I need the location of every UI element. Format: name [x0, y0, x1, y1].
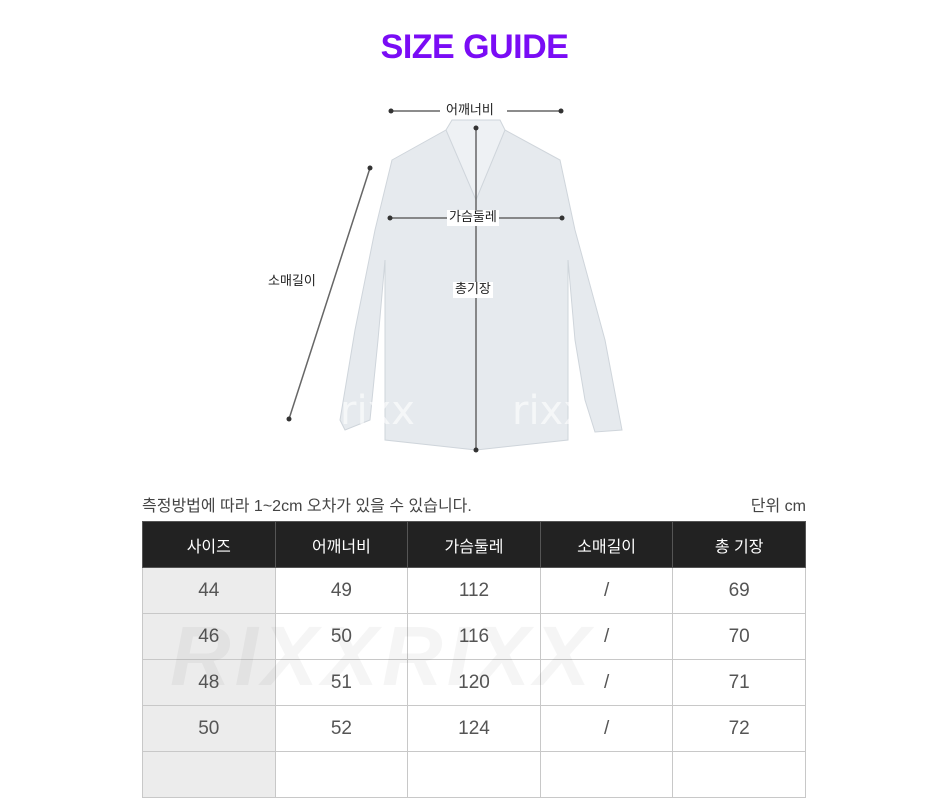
table-cell — [407, 751, 541, 798]
watermark-right: rixx — [512, 388, 587, 434]
table-cell: / — [539, 705, 674, 752]
table-row: 44 49 112/69 — [142, 567, 806, 614]
header-length: 총 기장 — [672, 521, 806, 568]
table-cell: 50 — [142, 705, 276, 752]
table-cell: / — [539, 613, 674, 660]
measurement-note: 측정방법에 따라 1~2cm 오차가 있을 수 있습니다. — [142, 498, 472, 515]
table-cell: 46 — [142, 613, 276, 660]
table-cell — [672, 751, 806, 798]
header-shoulder: 어깨너비 — [274, 521, 409, 568]
table-row: 48 51 120/71 — [142, 659, 806, 706]
length-label: 총기장 — [453, 282, 493, 298]
table-cell: 124 — [407, 705, 541, 752]
table-cell: 116 — [407, 613, 541, 660]
table-cell — [274, 751, 409, 798]
size-table: 사이즈 어깨너비 가슴둘레 소매길이 총 기장 44 49 112/69 46 50 11… — [142, 521, 806, 798]
chest-label: 가슴둘레 — [447, 210, 499, 226]
table-cell: 52 — [274, 705, 409, 752]
sleeve-label: 소매길이 — [266, 274, 318, 290]
header-chest: 가슴둘레 — [407, 521, 541, 568]
watermark-left: rixx — [340, 388, 415, 434]
sleeve-line — [288, 167, 371, 420]
header-size: 사이즈 — [142, 521, 276, 568]
shirt-diagram: rixx rixx — [286, 108, 623, 453]
table-cell: 44 — [142, 567, 276, 614]
table-cell: 69 — [672, 567, 806, 614]
table-cell: 112 — [407, 567, 541, 614]
table-cell: / — [539, 659, 674, 706]
shoulder-label: 어깨너비 — [444, 103, 496, 119]
unit-label: 단위 cm — [750, 498, 806, 515]
table-cell: 50 — [274, 613, 409, 660]
table-cell: 48 — [142, 659, 276, 706]
page-title: SIZE GUIDE — [380, 28, 569, 66]
table-row: 46 50 116/70 — [142, 613, 806, 660]
table-cell: 120 — [407, 659, 541, 706]
header-sleeve: 소매길이 — [539, 521, 674, 568]
table-row: 50 52 124/72 — [142, 705, 806, 752]
table-cell: 71 — [672, 659, 806, 706]
table-cell: 70 — [672, 613, 806, 660]
table-cell — [142, 751, 276, 798]
table-cell: 49 — [274, 567, 409, 614]
table-cell: 72 — [672, 705, 806, 752]
table-cell — [539, 751, 674, 798]
table-cell: 51 — [274, 659, 409, 706]
table-row — [142, 751, 806, 798]
table-header: 사이즈 어깨너비 가슴둘레 소매길이 총 기장 — [142, 521, 806, 568]
table-cell: / — [539, 567, 674, 614]
